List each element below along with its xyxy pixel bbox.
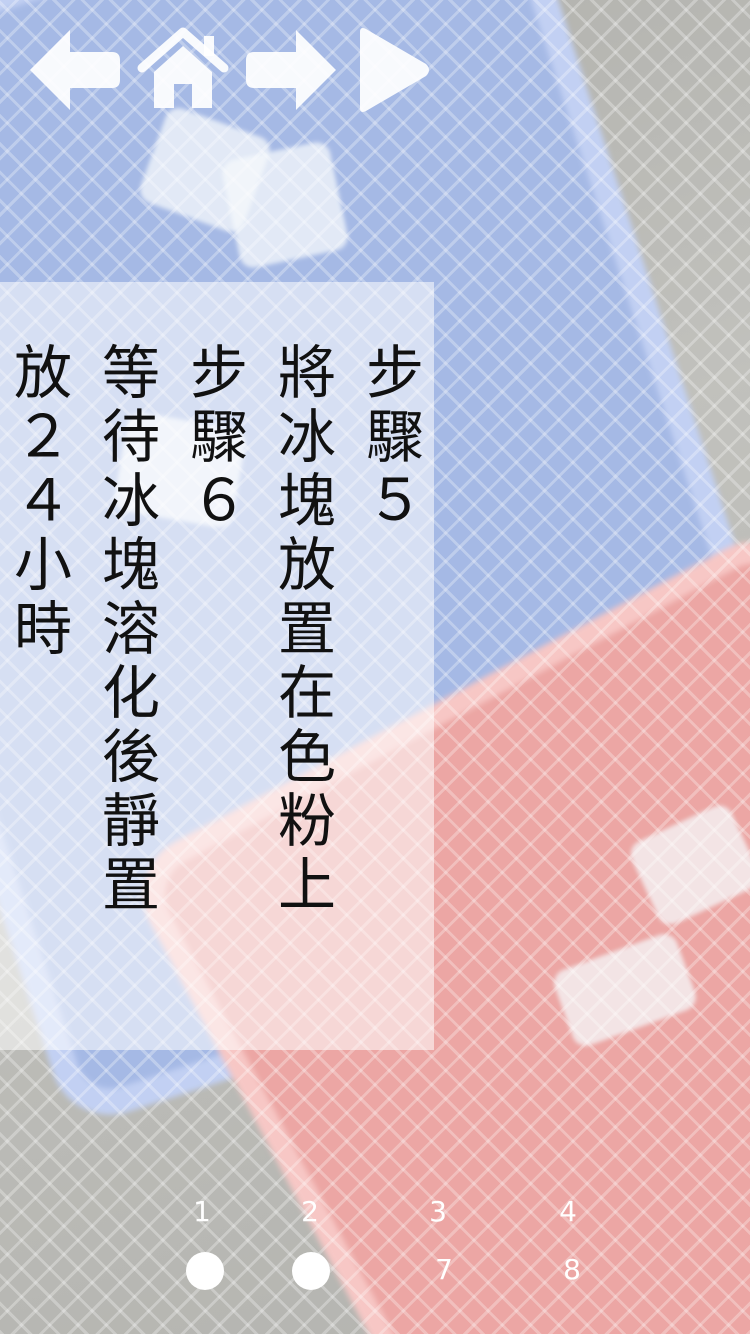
page-dot-6[interactable] <box>292 1252 330 1290</box>
instruction-panel: 步驟５ 將冰塊放置在色粉上 步驟６ 等待冰塊溶化後靜置 放２４小時 <box>0 282 434 1050</box>
arrow-left-icon <box>30 30 120 110</box>
instruction-column: 步驟６ <box>180 342 248 534</box>
instruction-column: 步驟５ <box>356 342 424 534</box>
top-navigation <box>26 22 434 118</box>
play-icon <box>360 28 429 112</box>
back-button[interactable] <box>26 24 122 116</box>
page-dot-5[interactable] <box>186 1252 224 1290</box>
home-icon <box>137 27 229 108</box>
instruction-column: 等待冰塊溶化後靜置 <box>92 342 160 918</box>
instruction-columns: 步驟５ 將冰塊放置在色粉上 步驟６ 等待冰塊溶化後靜置 放２４小時 <box>0 282 434 1050</box>
forward-button[interactable] <box>244 24 340 116</box>
instruction-column: 放２４小時 <box>4 342 72 662</box>
home-button[interactable] <box>136 24 230 116</box>
page-number-7[interactable]: 7 <box>435 1253 453 1286</box>
play-button[interactable] <box>354 24 434 116</box>
page-number-2[interactable]: 2 <box>301 1195 319 1228</box>
arrow-right-icon <box>246 30 336 110</box>
page-number-3[interactable]: 3 <box>429 1195 447 1228</box>
page-indicator: 1 2 3 4 7 8 <box>0 1180 750 1300</box>
page-number-1[interactable]: 1 <box>193 1195 211 1228</box>
page-number-4[interactable]: 4 <box>559 1195 577 1228</box>
page-number-8[interactable]: 8 <box>563 1253 581 1286</box>
instruction-column: 將冰塊放置在色粉上 <box>268 342 336 918</box>
